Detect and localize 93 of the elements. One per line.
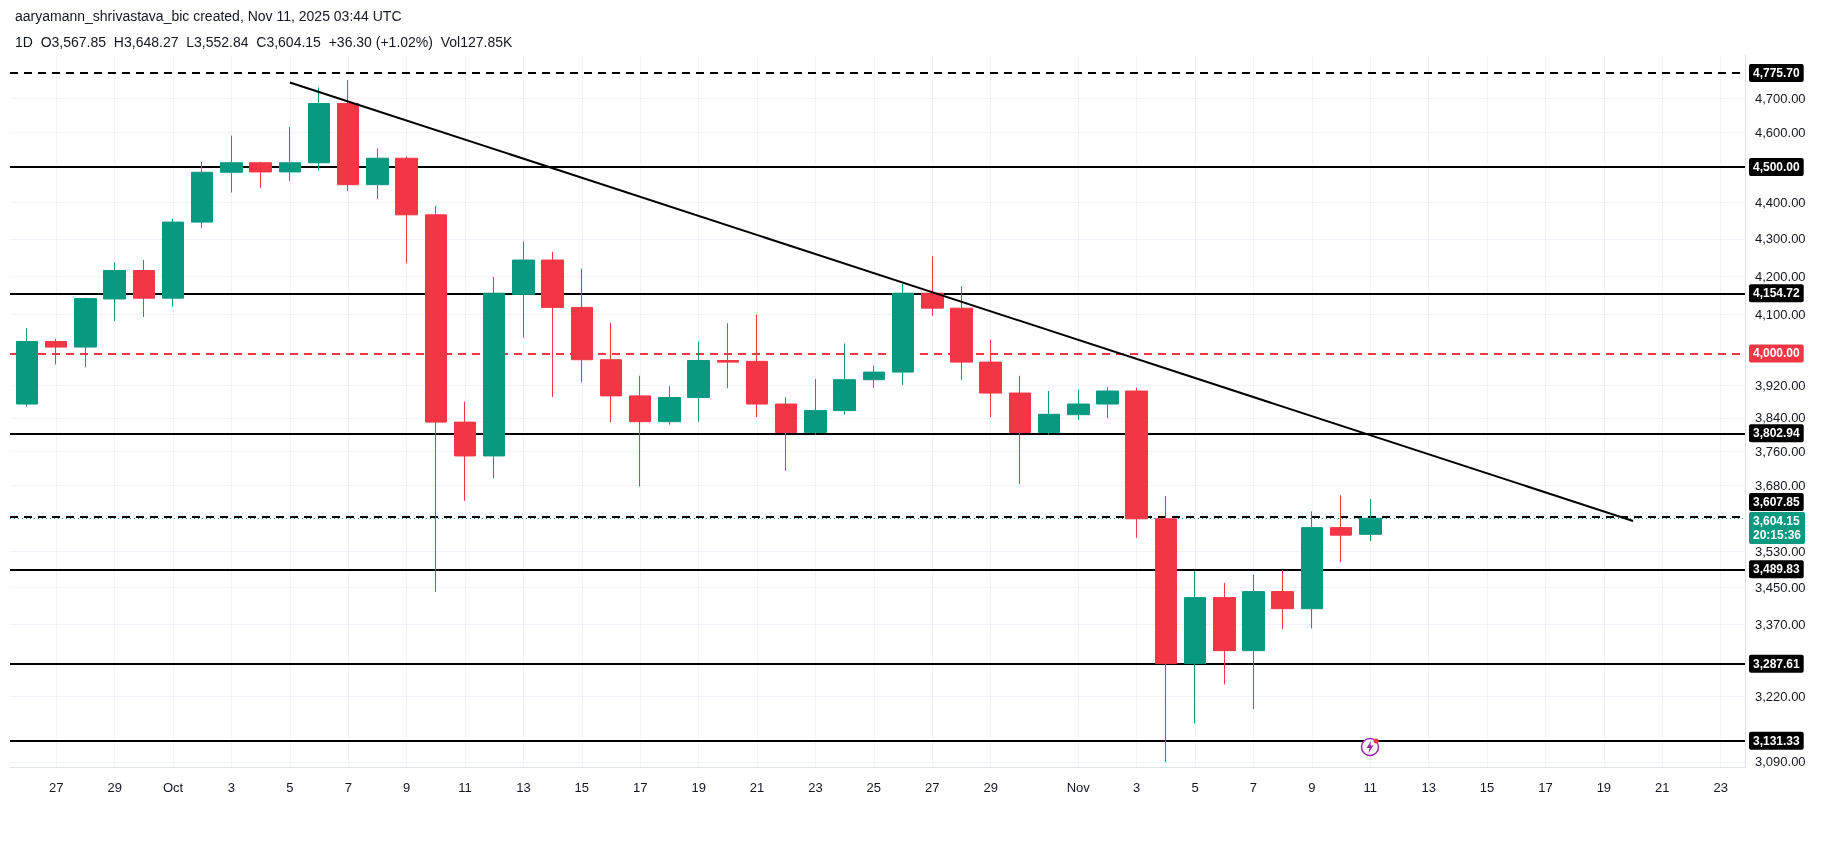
x-tick-label: Nov bbox=[1066, 780, 1091, 795]
x-tick-label: 9 bbox=[1308, 780, 1316, 795]
candlestick bbox=[133, 259, 155, 318]
y-tick-label: 3,840.00 bbox=[1755, 410, 1806, 426]
ref-line-label: 3,287.61 bbox=[1753, 656, 1801, 671]
y-tick-label: 3,370.00 bbox=[1755, 617, 1806, 633]
candlestick bbox=[1009, 375, 1031, 485]
y-tick-label: 4,600.00 bbox=[1755, 124, 1806, 140]
candlestick bbox=[1242, 574, 1265, 710]
x-tick-label: 11 bbox=[458, 780, 472, 795]
candlestick bbox=[1067, 389, 1090, 421]
x-tick-label: 15 bbox=[1479, 780, 1495, 795]
ref-line-label: 4,154.72 bbox=[1753, 286, 1801, 301]
ref-line-label: 4,775.70 bbox=[1753, 65, 1801, 80]
candlestick bbox=[1184, 570, 1206, 724]
candlestick bbox=[337, 79, 359, 192]
candlestick bbox=[921, 255, 944, 317]
chart-title: aaryamann_shrivastava_bic created, Nov 11, 2025 03:44 UTC bbox=[15, 8, 402, 24]
x-tick-label: 19 bbox=[1596, 780, 1612, 795]
x-tick-label: 13 bbox=[1421, 780, 1436, 795]
x-tick-label: 3 bbox=[227, 780, 236, 795]
y-tick-label: 3,530.00 bbox=[1755, 543, 1806, 559]
ref-line-label: 3,489.83 bbox=[1753, 562, 1801, 577]
x-tick-label: 7 bbox=[1249, 780, 1258, 795]
x-tick-label: 27 bbox=[49, 780, 64, 795]
x-tick-label: 15 bbox=[574, 780, 590, 795]
x-tick-label: 19 bbox=[691, 780, 706, 795]
y-tick-label: 3,450.00 bbox=[1755, 579, 1806, 595]
x-tick-label: 17 bbox=[633, 780, 648, 795]
candlestick bbox=[658, 385, 681, 426]
candlestick bbox=[1330, 494, 1352, 563]
ref-line-label: 3,604.15 20:15:36 bbox=[1753, 514, 1802, 543]
candlestick bbox=[629, 375, 651, 488]
candlestick bbox=[1213, 582, 1236, 685]
y-tick-label: 4,100.00 bbox=[1755, 306, 1806, 322]
x-tick-label: 21 bbox=[749, 780, 765, 795]
candlestick bbox=[541, 251, 564, 398]
y-tick-label: 3,920.00 bbox=[1755, 377, 1806, 393]
candlestick bbox=[775, 397, 797, 472]
candlestick bbox=[892, 283, 914, 386]
x-tick-label: 11 bbox=[1363, 780, 1378, 795]
x-tick-label: 23 bbox=[1713, 780, 1728, 795]
y-tick-label: 3,220.00 bbox=[1755, 689, 1806, 705]
candlestick bbox=[74, 297, 97, 368]
candlestick bbox=[483, 276, 505, 479]
candlestick bbox=[249, 161, 272, 189]
x-tick-label: 21 bbox=[1655, 780, 1670, 795]
x-tick-label: 25 bbox=[866, 780, 882, 795]
x-tick-label: 3 bbox=[1133, 780, 1141, 795]
candlestick bbox=[1271, 569, 1294, 630]
y-tick-label: 4,700.00 bbox=[1755, 90, 1806, 106]
x-tick-label: 7 bbox=[344, 780, 352, 795]
y-tick-label: 3,760.00 bbox=[1755, 443, 1806, 459]
candlestick bbox=[395, 155, 418, 264]
candlestick bbox=[512, 241, 535, 339]
ref-line-label: 3,607.85 bbox=[1753, 495, 1801, 510]
y-tick-label: 3,090.00 bbox=[1755, 754, 1806, 770]
y-tick-label: 4,200.00 bbox=[1755, 268, 1806, 284]
candlestick bbox=[103, 261, 126, 322]
candlestick bbox=[220, 135, 243, 194]
x-tick-label: 23 bbox=[808, 780, 823, 795]
candlestick bbox=[863, 365, 885, 389]
candlestick bbox=[1125, 387, 1148, 539]
x-tick-label: 29 bbox=[107, 780, 122, 795]
ref-line-label: 3,131.33 bbox=[1753, 733, 1801, 748]
y-tick-label: 3,680.00 bbox=[1755, 477, 1806, 493]
candlestick bbox=[1096, 386, 1119, 419]
candlestick bbox=[279, 126, 301, 182]
candlestick bbox=[1038, 390, 1060, 436]
candlestick bbox=[308, 86, 330, 172]
x-tick-label: 5 bbox=[1191, 780, 1199, 795]
x-tick-label: 13 bbox=[516, 780, 531, 795]
x-tick-label: 5 bbox=[286, 780, 294, 795]
ref-line-label: 4,000.00 bbox=[1753, 346, 1801, 361]
x-tick-label: 17 bbox=[1538, 780, 1553, 795]
x-tick-label: Oct bbox=[162, 780, 184, 795]
x-tick-label: 9 bbox=[403, 780, 411, 795]
ref-line-label: 3,802.94 bbox=[1753, 426, 1801, 441]
candlestick bbox=[16, 327, 38, 407]
candlestick bbox=[366, 147, 389, 200]
x-tick-label: 29 bbox=[983, 780, 998, 795]
candlestick bbox=[1155, 495, 1177, 763]
x-tick-label: 27 bbox=[925, 780, 940, 795]
candlestick bbox=[687, 341, 710, 423]
y-tick-label: 4,400.00 bbox=[1755, 195, 1806, 211]
candlestick bbox=[162, 218, 184, 308]
candlestick bbox=[833, 343, 856, 416]
ref-line-label: 4,500.00 bbox=[1753, 159, 1801, 174]
y-tick-label: 4,300.00 bbox=[1755, 231, 1806, 247]
candlestick bbox=[804, 378, 827, 436]
candlestick bbox=[191, 161, 213, 229]
candlestick bbox=[454, 401, 476, 502]
chart-subtitle: 1D O3,567.85 H3,648.27 L3,552.84 C3,604.15 +36.30 (+1.02%) Vol127.85K bbox=[15, 34, 514, 50]
